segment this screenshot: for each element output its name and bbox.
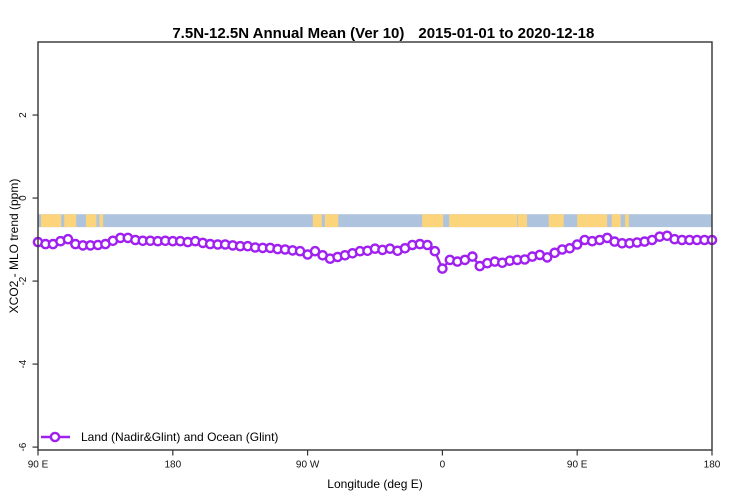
y-tick-label: -4 <box>18 359 29 368</box>
series-point <box>437 263 448 274</box>
map-strip-land <box>449 214 518 228</box>
map-strip-land <box>611 214 621 228</box>
map-strip-land <box>99 214 104 228</box>
legend: Land (Nadir&Glint) and Ocean (Glint) <box>40 430 278 444</box>
map-strip-land <box>518 214 528 228</box>
map-strip-land <box>312 214 322 228</box>
x-tick-label: 180 <box>704 460 721 471</box>
chart-title: 7.5N-12.5N Annual Mean (Ver 10) 2015-01-0… <box>0 8 750 59</box>
map-strip-land <box>422 214 444 228</box>
map-strip-land <box>324 214 339 228</box>
map-strip-land <box>625 214 629 228</box>
series-point <box>467 251 478 262</box>
map-strip-land <box>548 214 564 228</box>
map-strip-ocean <box>38 214 712 228</box>
plot-border <box>37 41 713 451</box>
map-strip-land <box>64 214 77 228</box>
y-tick-label: 0 <box>18 195 29 201</box>
series-point <box>62 233 74 245</box>
x-tick-label: 90 W <box>296 460 320 471</box>
y-tick-label: -6 <box>18 442 29 451</box>
chart-title-main: 7.5N-12.5N Annual Mean (Ver 10) <box>172 25 405 42</box>
map-strip-land <box>577 214 608 228</box>
series-point <box>422 239 433 251</box>
x-tick-label: 180 <box>164 460 181 471</box>
x-tick-label: 90 E <box>567 460 588 471</box>
series-point <box>309 245 321 257</box>
series-point <box>571 239 583 250</box>
x-axis-title: Longitude (deg E) <box>327 477 423 491</box>
series-point <box>429 245 441 257</box>
y-tick-label: 2 <box>18 112 29 118</box>
x-tick-label: 0 <box>440 460 446 471</box>
map-strip-land <box>85 214 97 228</box>
series-point <box>541 252 553 263</box>
y-tick-label: -2 <box>18 276 29 285</box>
legend-label: Land (Nadir&Glint) and Ocean (Glint) <box>81 430 279 444</box>
x-tick-label: 90 E <box>28 460 49 471</box>
legend-line-marker-icon <box>41 431 70 443</box>
chart-title-daterange: 2015-01-01 to 2020-12-18 <box>418 25 595 42</box>
map-strip-land <box>40 214 62 228</box>
